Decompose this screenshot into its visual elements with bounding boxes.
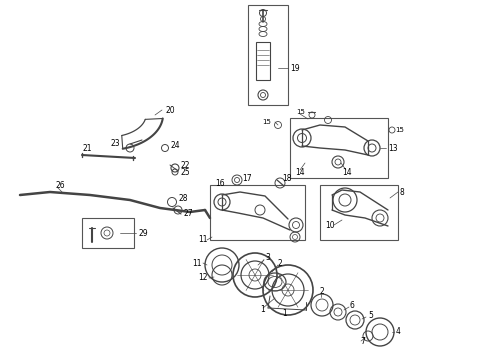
Text: 26: 26	[55, 180, 65, 189]
Text: 15: 15	[262, 119, 271, 125]
Text: 18: 18	[282, 174, 292, 183]
Text: 11: 11	[193, 258, 202, 267]
Text: 16: 16	[215, 179, 224, 188]
Bar	[82, 218, 134, 248]
Text: 17: 17	[242, 174, 252, 183]
Text: 3: 3	[265, 253, 270, 262]
Text: 14: 14	[295, 167, 305, 176]
Bar	[248, 5, 288, 105]
Text: 29: 29	[138, 229, 147, 238]
Text: 2: 2	[320, 288, 325, 297]
Text: 5: 5	[368, 310, 373, 320]
Text: 4: 4	[396, 328, 401, 337]
Text: 19: 19	[290, 63, 299, 72]
Text: 11: 11	[198, 235, 208, 244]
Text: 15: 15	[395, 127, 404, 133]
Text: 20: 20	[165, 105, 174, 114]
Bar	[256, 42, 270, 80]
Text: 25: 25	[180, 167, 190, 176]
Text: 10: 10	[325, 220, 335, 230]
Text: 1: 1	[260, 306, 265, 315]
Text: 14: 14	[342, 167, 352, 176]
Text: 27: 27	[183, 208, 193, 217]
Text: 7: 7	[360, 338, 365, 346]
Text: 1: 1	[282, 310, 287, 319]
Text: 2: 2	[278, 258, 283, 267]
Bar	[290, 118, 388, 178]
Text: 13: 13	[388, 144, 397, 153]
Text: 22: 22	[180, 161, 190, 170]
Bar	[320, 185, 398, 240]
Text: 12: 12	[198, 274, 208, 283]
Text: 6: 6	[350, 301, 355, 310]
Text: 28: 28	[178, 194, 188, 202]
Text: 8: 8	[400, 188, 405, 197]
Text: 23: 23	[110, 139, 120, 148]
Text: 21: 21	[82, 144, 92, 153]
Text: 15: 15	[296, 109, 305, 115]
Text: 24: 24	[170, 140, 180, 149]
Bar	[210, 185, 305, 240]
